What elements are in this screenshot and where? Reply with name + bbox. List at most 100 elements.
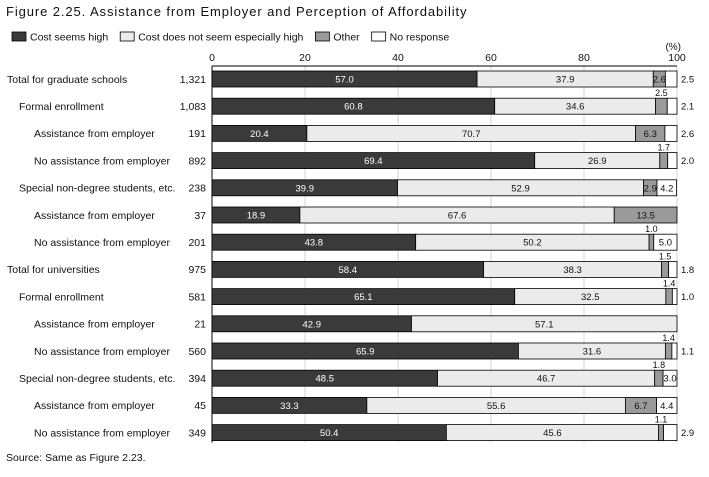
row-label: Assistance from employer: [34, 319, 155, 331]
data-label: 65.9: [356, 347, 375, 358]
data-label: 1.0: [645, 224, 658, 234]
data-label: 1.1: [655, 415, 668, 425]
data-label: 1.5: [659, 251, 672, 261]
data-label: 3.0: [663, 374, 676, 385]
data-label: 57.1: [535, 319, 554, 330]
data-label: 2.0: [681, 156, 694, 167]
bar-segment: [667, 152, 678, 170]
data-label: 2.9: [681, 428, 694, 439]
data-label: 38.3: [563, 265, 582, 276]
data-label: 6.3: [644, 129, 657, 140]
bar-segment: [666, 97, 678, 115]
legend-swatch: [314, 31, 330, 42]
bar-segment: [662, 369, 678, 387]
row-count: 349: [188, 427, 206, 439]
x-tick-label: 0: [209, 52, 215, 64]
data-label: 2.1: [681, 102, 694, 113]
data-label: 67.6: [448, 211, 467, 222]
data-label: 69.4: [364, 156, 383, 167]
row-label: Assistance from employer: [34, 400, 155, 412]
data-label: 31.6: [583, 347, 602, 358]
data-label: 1.4: [663, 279, 676, 289]
x-tick-label: 20: [299, 52, 311, 64]
data-label: 1.1: [681, 347, 694, 358]
data-label: 2.5: [655, 88, 668, 98]
data-label: 50.2: [523, 238, 542, 249]
row-label: No assistance from employer: [34, 237, 170, 249]
figure-title: Figure 2.25. Assistance from Employer an…: [6, 4, 468, 19]
bar-segment: [656, 179, 677, 197]
legend-swatch: [11, 31, 27, 42]
bar-segment: [668, 260, 678, 278]
data-label: 4.2: [660, 183, 673, 194]
axis-unit-label: (%): [665, 42, 681, 53]
bar-segment: [653, 233, 678, 251]
x-tick-label: 80: [578, 52, 590, 64]
data-label: 60.8: [344, 102, 363, 113]
row-count: 238: [188, 183, 206, 195]
data-label: 13.5: [636, 211, 655, 222]
data-label: 18.9: [247, 211, 266, 222]
data-label: 45.6: [543, 428, 562, 439]
data-label: 20.4: [250, 129, 269, 140]
bar-segment: [664, 342, 673, 360]
row-label: Total for graduate schools: [7, 74, 127, 86]
bar-segment: [659, 152, 669, 170]
bar-segment: [648, 233, 655, 251]
data-label: 2.6: [681, 129, 694, 140]
data-label: 70.7: [462, 129, 481, 140]
data-label: 2.6: [653, 75, 666, 86]
row-label: Formal enrollment: [19, 101, 104, 113]
data-label: 58.4: [339, 265, 358, 276]
row-label: No assistance from employer: [34, 346, 170, 358]
data-label: 34.6: [566, 102, 585, 113]
legend-label: Cost seems high: [30, 32, 108, 44]
data-label: 6.7: [634, 401, 647, 412]
data-label: 32.5: [581, 292, 600, 303]
data-label: 65.1: [354, 292, 373, 303]
data-label: 52.9: [511, 183, 530, 194]
figure-source: Source: Same as Figure 2.23.: [6, 452, 146, 464]
x-tick-label: 60: [485, 52, 497, 64]
row-count: 975: [188, 264, 206, 276]
bar-segment: [655, 97, 668, 115]
legend-label: Other: [333, 32, 360, 44]
data-label: 46.7: [537, 374, 556, 385]
data-label: 2.9: [644, 183, 657, 194]
bar-segment: [664, 70, 678, 88]
row-count: 581: [188, 291, 206, 303]
row-label: Formal enrollment: [19, 291, 104, 303]
bar-segment: [656, 396, 678, 414]
row-count: 37: [194, 210, 206, 222]
data-label: 1.0: [681, 292, 694, 303]
legend-swatch: [371, 31, 387, 42]
legend-swatch: [119, 31, 135, 42]
data-label: 48.5: [316, 374, 335, 385]
row-label: Special non-degree students, etc.: [19, 373, 175, 385]
legend-label: Cost does not seem especially high: [138, 32, 303, 44]
data-label: 42.9: [302, 319, 321, 330]
bar-segment: [671, 288, 678, 306]
data-label: 1.8: [653, 360, 666, 370]
data-label: 4.4: [660, 401, 673, 412]
row-label: Total for universities: [7, 264, 100, 276]
x-tick-label: 40: [392, 52, 404, 64]
data-label: 39.9: [296, 183, 315, 194]
row-count: 1,083: [180, 101, 206, 113]
bar-segment: [654, 369, 664, 387]
row-label: Special non-degree students, etc.: [19, 183, 175, 195]
legend-label: No response: [390, 32, 450, 44]
data-label: 43.8: [305, 238, 324, 249]
data-label: 57.0: [335, 75, 354, 86]
bar-segment: [661, 260, 670, 278]
data-label: 55.6: [487, 401, 506, 412]
row-count: 21: [194, 319, 206, 331]
bar-segment: [658, 424, 664, 442]
data-label: 2.5: [681, 75, 694, 86]
data-label: 1.4: [662, 333, 675, 343]
data-label: 5.0: [659, 238, 672, 249]
row-count: 191: [188, 128, 206, 140]
data-label: 1.7: [657, 143, 670, 153]
bar-segment: [665, 288, 673, 306]
